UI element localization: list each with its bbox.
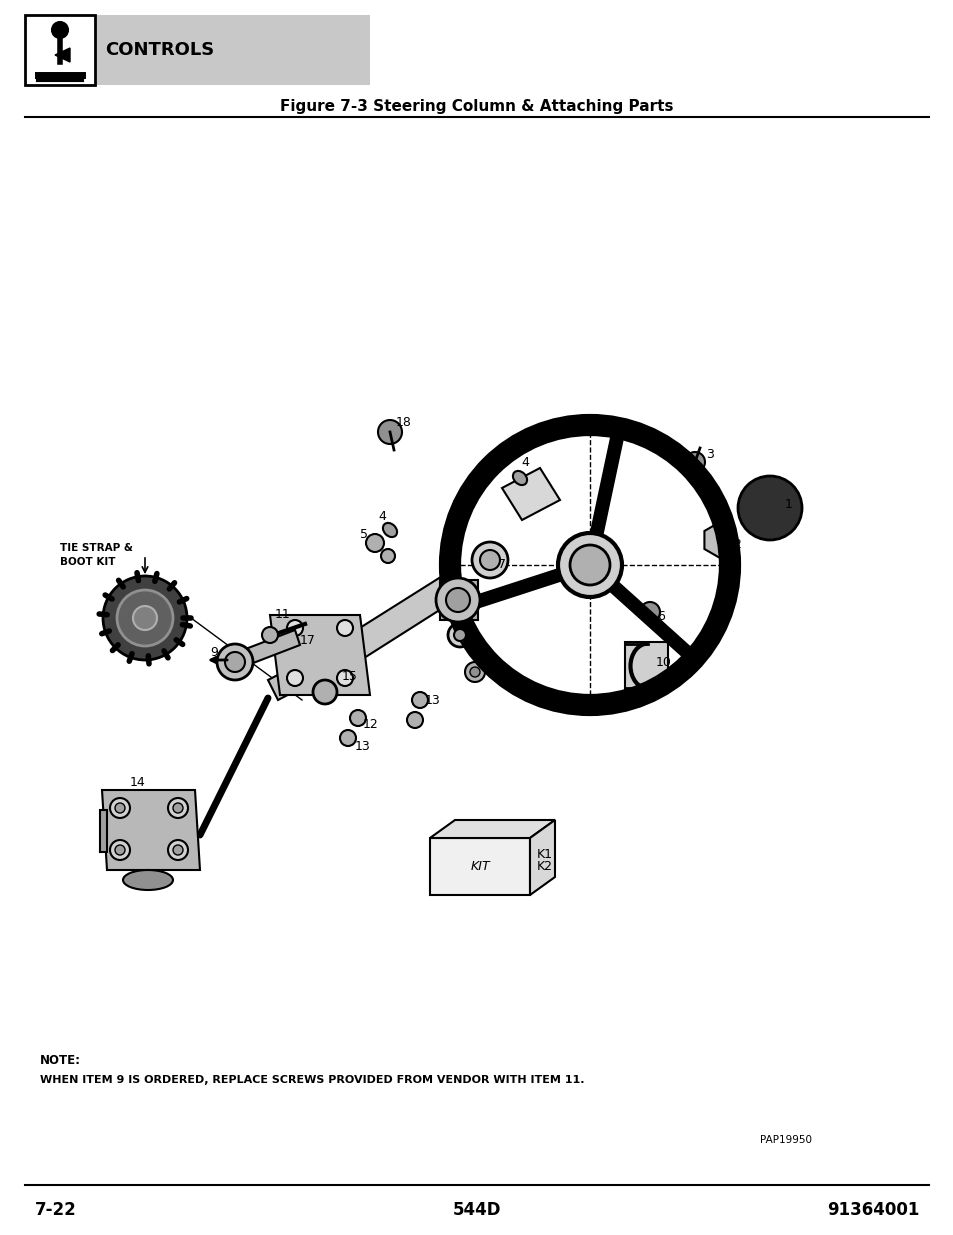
- Polygon shape: [501, 468, 559, 520]
- Circle shape: [216, 643, 253, 680]
- Text: PAP19950: PAP19950: [760, 1135, 811, 1145]
- Circle shape: [172, 803, 183, 813]
- Text: TIE STRAP &
BOOT KIT: TIE STRAP & BOOT KIT: [60, 543, 132, 567]
- Polygon shape: [430, 820, 555, 839]
- Circle shape: [639, 601, 659, 622]
- Circle shape: [287, 671, 303, 685]
- Circle shape: [377, 420, 401, 445]
- Text: 544D: 544D: [453, 1200, 500, 1219]
- Circle shape: [479, 550, 499, 571]
- Circle shape: [470, 667, 479, 677]
- Circle shape: [115, 803, 125, 813]
- Circle shape: [168, 840, 188, 860]
- Circle shape: [287, 620, 303, 636]
- Polygon shape: [230, 630, 299, 671]
- Text: 14: 14: [130, 776, 146, 788]
- Circle shape: [52, 22, 68, 38]
- Polygon shape: [328, 568, 468, 672]
- Text: 7: 7: [497, 557, 505, 571]
- Polygon shape: [439, 580, 477, 620]
- Circle shape: [380, 550, 395, 563]
- Bar: [25, 15, 95, 85]
- Circle shape: [436, 578, 479, 622]
- Circle shape: [168, 798, 188, 818]
- Circle shape: [569, 545, 609, 585]
- Text: K1: K1: [537, 847, 553, 861]
- Polygon shape: [102, 790, 200, 869]
- Text: 2: 2: [732, 538, 740, 552]
- Circle shape: [684, 452, 704, 472]
- Text: 17: 17: [299, 635, 315, 647]
- Text: 5: 5: [359, 527, 368, 541]
- Text: 13: 13: [424, 694, 440, 706]
- Ellipse shape: [382, 522, 396, 537]
- Circle shape: [313, 680, 336, 704]
- Text: 4: 4: [377, 510, 385, 522]
- Text: 12: 12: [363, 718, 378, 730]
- Polygon shape: [624, 642, 667, 690]
- Circle shape: [366, 534, 384, 552]
- Polygon shape: [703, 522, 735, 558]
- Circle shape: [336, 671, 353, 685]
- Text: 4: 4: [520, 456, 528, 468]
- Circle shape: [446, 588, 470, 613]
- Polygon shape: [530, 820, 555, 895]
- Text: 6: 6: [657, 610, 664, 624]
- Circle shape: [103, 576, 187, 659]
- Text: 3: 3: [705, 448, 713, 462]
- Circle shape: [454, 629, 465, 641]
- Circle shape: [117, 590, 172, 646]
- Circle shape: [132, 606, 157, 630]
- Polygon shape: [430, 839, 530, 895]
- Circle shape: [412, 692, 428, 708]
- Polygon shape: [270, 615, 370, 695]
- Text: 11: 11: [274, 609, 291, 621]
- Circle shape: [225, 652, 245, 672]
- Circle shape: [472, 542, 507, 578]
- Circle shape: [558, 534, 621, 597]
- Polygon shape: [100, 810, 107, 852]
- Circle shape: [110, 798, 130, 818]
- Text: 1: 1: [784, 499, 792, 511]
- Text: CONTROLS: CONTROLS: [105, 41, 214, 59]
- Text: 10: 10: [656, 656, 671, 668]
- Circle shape: [172, 845, 183, 855]
- Ellipse shape: [123, 869, 172, 890]
- Circle shape: [350, 710, 366, 726]
- FancyBboxPatch shape: [25, 15, 370, 85]
- Polygon shape: [268, 648, 339, 700]
- Text: 18: 18: [395, 416, 412, 430]
- Circle shape: [110, 840, 130, 860]
- Text: WHEN ITEM 9 IS ORDERED, REPLACE SCREWS PROVIDED FROM VENDOR WITH ITEM 11.: WHEN ITEM 9 IS ORDERED, REPLACE SCREWS P…: [40, 1074, 584, 1086]
- Circle shape: [448, 622, 472, 647]
- Text: NOTE:: NOTE:: [40, 1053, 81, 1067]
- Text: 7-22: 7-22: [35, 1200, 76, 1219]
- Text: Figure 7-3 Steering Column & Attaching Parts: Figure 7-3 Steering Column & Attaching P…: [280, 100, 673, 115]
- Text: 9: 9: [210, 646, 217, 658]
- Text: 13: 13: [355, 740, 371, 752]
- Text: 91364001: 91364001: [827, 1200, 919, 1219]
- Text: K2: K2: [537, 860, 553, 872]
- Circle shape: [738, 475, 801, 540]
- Circle shape: [115, 845, 125, 855]
- Polygon shape: [55, 48, 70, 62]
- Text: KIT: KIT: [470, 860, 489, 872]
- Circle shape: [407, 713, 422, 727]
- Circle shape: [336, 620, 353, 636]
- Ellipse shape: [513, 471, 526, 485]
- Text: 15: 15: [341, 671, 357, 683]
- Text: 8: 8: [463, 620, 472, 634]
- Text: 16: 16: [479, 653, 496, 667]
- Circle shape: [262, 627, 277, 643]
- Circle shape: [339, 730, 355, 746]
- Circle shape: [464, 662, 484, 682]
